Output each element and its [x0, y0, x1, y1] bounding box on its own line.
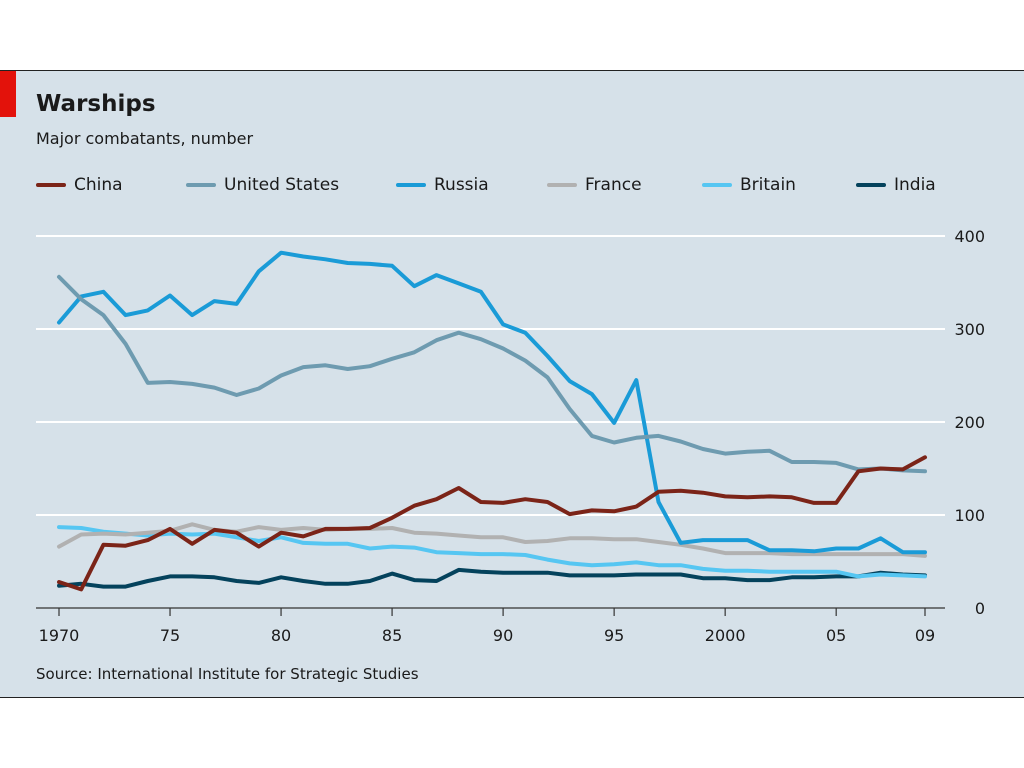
series-line-britain — [57, 525, 927, 579]
x-tick-label: 09 — [915, 626, 935, 645]
x-tick-label: 1970 — [39, 626, 80, 645]
legend-item-france: France — [547, 175, 642, 195]
y-tick-label: 400 — [954, 227, 985, 246]
x-tick-label: 75 — [160, 626, 180, 645]
y-tick-label: 300 — [954, 320, 985, 339]
legend-item-russia: Russia — [396, 175, 489, 195]
y-tick-label: 100 — [954, 506, 985, 525]
y-tick-label: 0 — [975, 599, 985, 618]
y-tick-label: 200 — [954, 413, 985, 432]
x-tick-label: 2000 — [705, 626, 746, 645]
legend-swatch — [186, 183, 216, 187]
legend-swatch — [856, 183, 886, 187]
x-tick-label: 80 — [271, 626, 291, 645]
legend-item-united-states: United States — [186, 175, 339, 195]
legend-swatch — [36, 183, 66, 187]
x-tick-label: 95 — [604, 626, 624, 645]
legend-label: United States — [224, 175, 340, 195]
legend-label: China — [74, 175, 123, 195]
x-tick-label: 85 — [382, 626, 402, 645]
legend-swatch — [396, 183, 426, 187]
legend-swatch — [547, 183, 577, 187]
legend-label: France — [585, 175, 642, 195]
legend-label: Russia — [434, 175, 489, 195]
legend-swatch — [702, 183, 732, 187]
legend-label: India — [894, 175, 936, 195]
legend-item-china: China — [36, 175, 123, 195]
legend-label: Britain — [740, 175, 796, 195]
x-tick-label: 90 — [493, 626, 513, 645]
legend: China United States Russia France Britain Ind… — [36, 175, 996, 199]
x-tick-label: 05 — [826, 626, 846, 645]
brand-tag — [0, 71, 16, 117]
source-note: Source: International Institute for Stra… — [36, 665, 419, 683]
legend-item-india: India — [856, 175, 936, 195]
chart-title: Warships — [36, 91, 156, 117]
line-chart: 0 100 200 300 400 1970 75 80 85 90 95 2000 05 09 — [36, 227, 985, 645]
series-line-france — [57, 522, 927, 558]
series-line-russia — [57, 250, 927, 555]
series-line-united-states — [57, 274, 927, 474]
legend-item-britain: Britain — [702, 175, 796, 195]
series-line-china — [57, 455, 927, 592]
series-line-india — [57, 567, 927, 589]
chart-subtitle: Major combatants, number — [36, 129, 254, 148]
chart-panel: Warships Major combatants, number China U… — [0, 70, 1024, 698]
